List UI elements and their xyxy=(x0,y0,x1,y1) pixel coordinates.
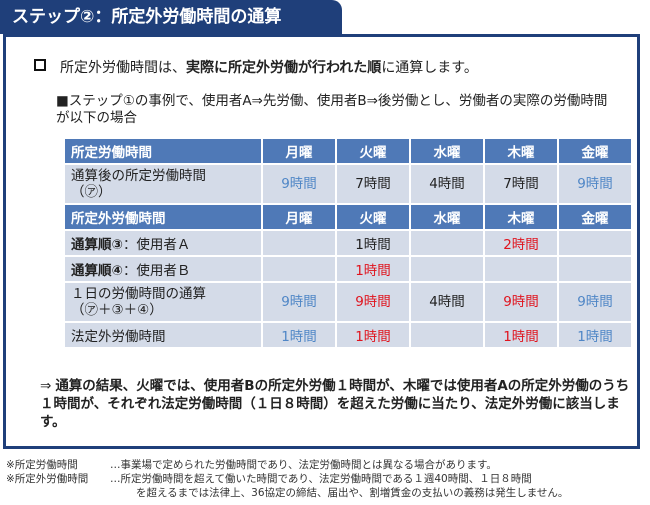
row-label-rest: ：使用者Ｂ xyxy=(122,263,191,279)
table-row: 通算順④：使用者Ｂ 1時間 xyxy=(65,257,631,281)
table-header-row: 所定労働時間 月曜 火曜 水曜 木曜 金曜 xyxy=(65,139,631,163)
sub-point: ■ステップ①の事例で、使用者A⇒先労働、使用者B⇒後労働とし、労働者の実際の労働… xyxy=(56,93,608,126)
table-cell: 9時間 xyxy=(263,165,335,203)
table-cell: 9時間 xyxy=(559,165,631,203)
header-day: 月曜 xyxy=(263,139,335,163)
row-label-order: 通算順④ xyxy=(71,263,123,279)
row-label: 法定外労働時間 xyxy=(65,323,261,347)
footnote-desc: …事業場で定められた労働時間であり、法定労働時間とは異なる場合があります。 xyxy=(110,459,497,471)
table-cell: 9時間 xyxy=(559,283,631,321)
section-title: ステップ②：所定外労働時間の通算 xyxy=(0,0,342,34)
header-day: 金曜 xyxy=(559,205,631,229)
row-label: 通算順③：使用者Ａ xyxy=(65,231,261,255)
table-cell xyxy=(559,257,631,281)
table-cell xyxy=(411,323,483,347)
footnote-term: ※所定労働時間 xyxy=(6,459,78,471)
table-cell: 1時間 xyxy=(337,323,409,347)
table-cell: 2時間 xyxy=(485,231,557,255)
header-day: 金曜 xyxy=(559,139,631,163)
conclusion: ⇒ 通算の結果、火曜では、使用者Bの所定外労働１時間が、木曜では使用者Aの所定外労… xyxy=(40,377,630,431)
table-row: 通算順③：使用者Ａ 1時間 2時間 xyxy=(65,231,631,255)
header-label: 所定労働時間 xyxy=(65,139,261,163)
content-panel: 所定外労働時間は、実際に所定外労働が行われた順に通算します。 ■ステップ①の事例… xyxy=(3,34,640,449)
main-point-emphasis: 実際に所定外労働が行われた順 xyxy=(186,60,382,76)
table-row: 通算後の所定労働時間 （㋐） 9時間 7時間 4時間 7時間 9時間 xyxy=(65,165,631,203)
table-cell: 1時間 xyxy=(337,257,409,281)
header-day: 木曜 xyxy=(485,139,557,163)
table-cell xyxy=(263,231,335,255)
header-day: 火曜 xyxy=(337,205,409,229)
arrow-right-icon: ⇒ xyxy=(40,378,52,394)
checkbox-bullet-icon xyxy=(34,59,46,71)
table-cell: 4時間 xyxy=(411,283,483,321)
header-day: 木曜 xyxy=(485,205,557,229)
table-cell xyxy=(559,231,631,255)
table-cell: 1時間 xyxy=(263,323,335,347)
main-point: 所定外労働時間は、実際に所定外労働が行われた順に通算します。 xyxy=(34,57,478,77)
row-label: １日の労働時間の通算 （㋐＋③＋④） xyxy=(65,283,261,321)
table-cell: 9時間 xyxy=(337,283,409,321)
table-cell: 4時間 xyxy=(411,165,483,203)
table-cell xyxy=(411,257,483,281)
row-label-line2: （㋐） xyxy=(71,184,112,200)
table-row: 法定外労働時間 1時間 1時間 1時間 1時間 xyxy=(65,323,631,347)
table-cell: 7時間 xyxy=(337,165,409,203)
row-label: 通算順④：使用者Ｂ xyxy=(65,257,261,281)
header-day: 水曜 xyxy=(411,205,483,229)
table-cell: 1時間 xyxy=(485,323,557,347)
table-cell: 1時間 xyxy=(337,231,409,255)
table-cell: 9時間 xyxy=(263,283,335,321)
table-cell xyxy=(411,231,483,255)
table-cell: 9時間 xyxy=(485,283,557,321)
footnote: ※所定労働時間 …事業場で定められた労働時間であり、法定労働時間とは異なる場合が… xyxy=(6,458,568,472)
table-cell xyxy=(263,257,335,281)
table-header-row: 所定外労働時間 月曜 火曜 水曜 木曜 金曜 xyxy=(65,205,631,229)
table-cell: 1時間 xyxy=(559,323,631,347)
main-point-prefix: 所定外労働時間は、 xyxy=(60,60,186,76)
table-cell xyxy=(485,257,557,281)
row-label-line2: （㋐＋③＋④） xyxy=(71,302,163,318)
header-day: 月曜 xyxy=(263,205,335,229)
footnotes: ※所定労働時間 …事業場で定められた労働時間であり、法定労働時間とは異なる場合が… xyxy=(6,458,568,500)
footnote: ※所定外労働時間 …所定労働時間を超えて働いた時間であり、法定労働時間である１週… xyxy=(6,472,568,486)
conclusion-text: 通算の結果、火曜では、使用者Bの所定外労働１時間が、木曜では使用者Aの所定外労働… xyxy=(40,378,630,430)
row-label-line1: １日の労働時間の通算 xyxy=(71,286,206,302)
header-day: 火曜 xyxy=(337,139,409,163)
footnote-continuation: を超えるまでは法律上、36協定の締結、届出や、割増賃金の支払いの義務は発生しませ… xyxy=(136,487,569,499)
header-label: 所定外労働時間 xyxy=(65,205,261,229)
row-label-order: 通算順③ xyxy=(71,237,123,253)
row-label: 通算後の所定労働時間 （㋐） xyxy=(65,165,261,203)
row-label-line1: 通算後の所定労働時間 xyxy=(71,168,206,184)
table-cell: 7時間 xyxy=(485,165,557,203)
table-row: １日の労働時間の通算 （㋐＋③＋④） 9時間 9時間 4時間 9時間 9時間 xyxy=(65,283,631,321)
header-day: 水曜 xyxy=(411,139,483,163)
main-point-suffix: に通算します。 xyxy=(381,60,478,76)
footnote-desc: …所定労働時間を超えて働いた時間であり、法定労働時間である１週40時間、１日８時… xyxy=(110,473,532,485)
row-label-rest: ：使用者Ａ xyxy=(122,237,191,253)
footnote-term: ※所定外労働時間 xyxy=(6,473,89,485)
hours-table: 所定労働時間 月曜 火曜 水曜 木曜 金曜 通算後の所定労働時間 （㋐） 9時間… xyxy=(63,137,633,349)
